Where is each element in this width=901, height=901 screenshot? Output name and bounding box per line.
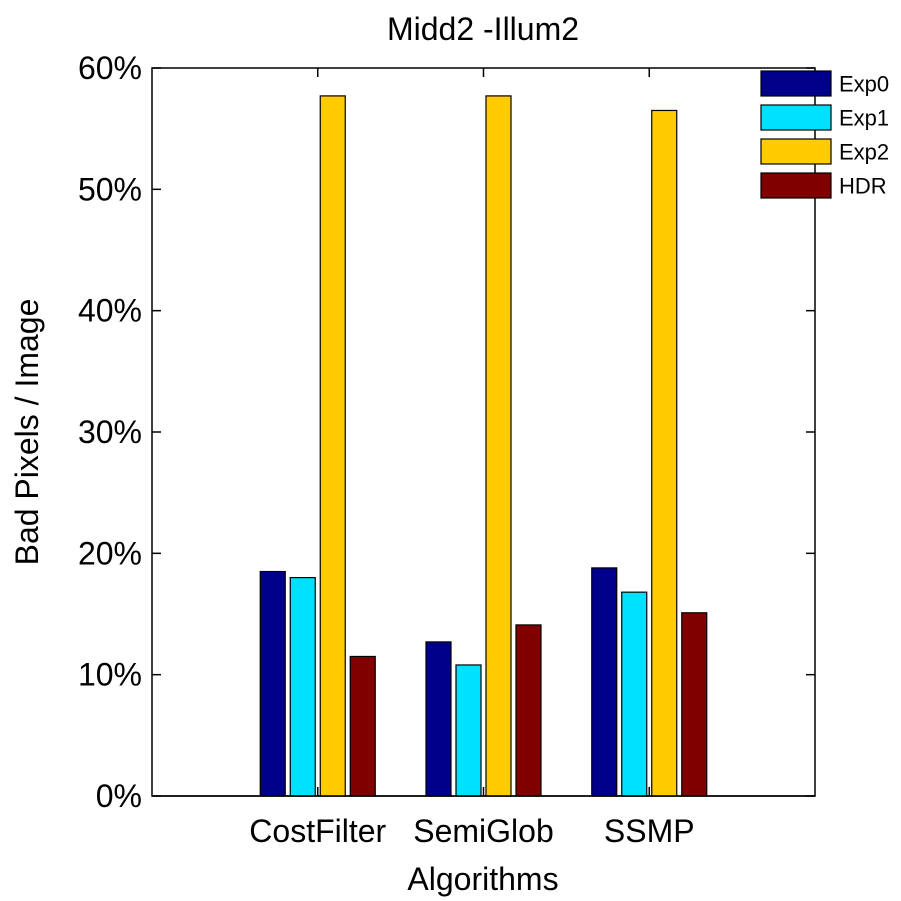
legend-swatch-hdr [760,172,832,199]
y-tick-label: 0% [96,778,142,814]
x-tick-label: SSMP [604,813,695,849]
y-tick-label: 60% [78,50,142,86]
y-tick-label: 30% [78,414,142,450]
bar-exp2-ssmp [651,109,678,797]
bar-exp2-costfilter [319,95,346,797]
bar-exp1-semiglob [455,664,482,797]
bar-exp1-costfilter [289,576,316,797]
bar-exp0-ssmp [591,567,618,797]
bar-exp1-ssmp [621,591,648,797]
legend-label-exp1: Exp1 [839,106,889,131]
bar-hdr-ssmp [681,612,708,797]
y-tick-label: 50% [78,171,142,207]
y-tick-label: 20% [78,535,142,571]
legend-swatch-exp2 [760,138,832,165]
x-tick-label: SemiGlob [413,813,554,849]
y-axis-label: Bad Pixels / Image [9,299,45,566]
chart-title: Midd2 -Illum2 [387,11,579,47]
bar-hdr-costfilter [349,655,376,797]
legend-swatch-exp1 [760,104,832,131]
legend-swatch-exp0 [760,70,832,97]
legend-label-exp2: Exp2 [839,140,889,165]
legend-label-hdr: HDR [839,174,887,199]
bar-exp0-costfilter [259,570,286,797]
x-axis-label: Algorithms [407,861,558,897]
bar-exp0-semiglob [425,641,452,797]
legend: Exp0 Exp1 Exp2 HDR [760,70,889,199]
plot-area: 0% 10% 20% 30% 40% 50% 60% CostFilter SemiGlob SS… [78,50,816,849]
x-tick-label: CostFilter [249,813,386,849]
y-tick-label: 10% [78,657,142,693]
y-tick-label: 40% [78,293,142,329]
legend-label-exp0: Exp0 [839,72,889,97]
bar-exp2-semiglob [485,95,512,797]
bar-hdr-semiglob [515,624,542,797]
